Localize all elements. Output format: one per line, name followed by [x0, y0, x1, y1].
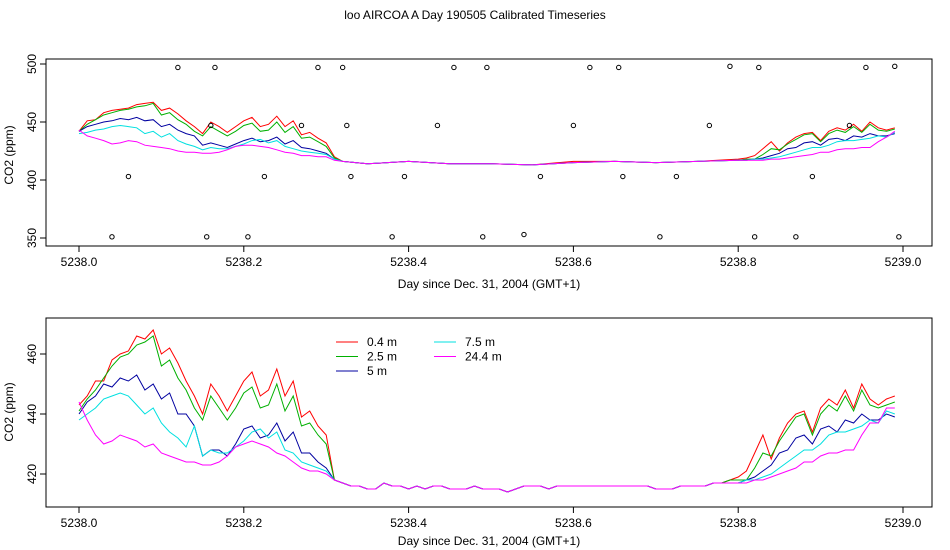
series-line-1: [78, 102, 895, 166]
flag-point: [484, 64, 490, 71]
bottom-plot-frame: [45, 317, 933, 508]
series-line-2: [78, 116, 895, 166]
flag-point: [109, 234, 115, 240]
flag-point: [261, 173, 268, 180]
flag-point: [298, 122, 305, 129]
legend-label: 5 m: [367, 364, 387, 378]
y-tick-label: 500: [25, 54, 39, 74]
flag-point: [706, 122, 713, 129]
top-x-axis: 5238.0 5238.2 5238.4 5238.6 5238.8 5239.0: [61, 246, 922, 269]
x-tick-label: 5239.0: [885, 516, 922, 530]
flag-point: [434, 122, 441, 129]
top-y-axis: 350 400 450 500: [25, 54, 46, 248]
bottom-y-axis-label: CO2 (ppm): [2, 382, 16, 441]
series-line-4: [78, 129, 896, 166]
x-tick-label: 5238.2: [225, 255, 262, 269]
flag-point: [348, 173, 354, 180]
flag-point: [480, 234, 486, 240]
flag-point: [344, 122, 350, 129]
flag-point: [212, 64, 218, 71]
series-line-2: [78, 374, 895, 493]
legend-label: 2.5 m: [367, 350, 397, 364]
flag-point: [401, 173, 408, 180]
top-y-axis-label: CO2 (ppm): [2, 125, 16, 184]
flag-point: [175, 64, 181, 71]
flag-point: [125, 173, 132, 180]
flag-point: [756, 64, 762, 71]
flag-point: [673, 173, 680, 180]
bottom-series-group: [78, 329, 895, 493]
y-tick-label: 460: [25, 344, 39, 364]
flag-point: [208, 122, 214, 129]
x-tick-label: 5238.6: [555, 255, 592, 269]
y-tick-label: 350: [25, 228, 39, 248]
flag-point: [863, 64, 869, 71]
y-tick-label: 400: [25, 170, 39, 190]
flag-point: [896, 234, 902, 240]
flag-point: [587, 64, 593, 71]
flag-point: [809, 173, 816, 180]
series-line-3: [78, 392, 895, 493]
x-tick-label: 5238.4: [390, 255, 427, 269]
x-tick-label: 5238.0: [61, 516, 98, 530]
x-tick-label: 5238.0: [61, 255, 98, 269]
top-flag-points-group: [109, 63, 902, 240]
flag-point: [657, 234, 663, 240]
flag-point: [339, 64, 346, 71]
flag-point: [727, 63, 733, 70]
top-x-axis-label: Day since Dec. 31, 2004 (GMT+1): [398, 277, 580, 291]
legend-label: 0.4 m: [367, 335, 397, 349]
flag-point: [793, 234, 799, 240]
figure-title: loo AIRCOA A Day 190505 Calibrated Times…: [344, 8, 606, 22]
flag-point: [537, 173, 544, 180]
flag-point: [620, 173, 626, 180]
flag-point: [521, 231, 527, 238]
legend-label: 24.4 m: [465, 350, 502, 364]
bottom-panel: 5238.0 5238.2 5238.4 5238.6 5238.8 5239.0 420…: [2, 317, 933, 548]
series-line-4: [78, 401, 895, 493]
flag-point: [846, 122, 853, 129]
y-tick-label: 440: [25, 404, 39, 424]
flag-point: [892, 63, 898, 70]
bottom-x-axis: 5238.0 5238.2 5238.4 5238.6 5238.8 5239.0: [61, 507, 922, 530]
legend-label: 7.5 m: [465, 335, 495, 349]
flag-point: [751, 234, 758, 240]
flag-point: [315, 64, 321, 71]
series-line-0: [78, 101, 895, 166]
x-tick-label: 5238.8: [720, 516, 757, 530]
top-panel: 5238.0 5238.2 5238.4 5238.6 5238.8 5239.0 350…: [2, 54, 933, 291]
series-line-3: [78, 124, 896, 166]
y-tick-label: 420: [25, 464, 39, 484]
bottom-x-axis-label: Day since Dec. 31, 2004 (GMT+1): [398, 534, 580, 548]
flag-point: [389, 234, 395, 240]
flag-point: [616, 64, 622, 71]
top-plot-frame: [45, 58, 933, 247]
x-tick-label: 5238.4: [390, 516, 427, 530]
flag-point: [451, 64, 457, 71]
x-tick-label: 5239.0: [885, 255, 922, 269]
flag-point: [245, 234, 251, 240]
flag-point: [204, 234, 210, 240]
bottom-y-axis: 420 440 460: [25, 344, 46, 484]
flag-point: [570, 122, 577, 129]
y-tick-label: 450: [25, 112, 39, 132]
x-tick-label: 5238.8: [720, 255, 757, 269]
top-series-group: [78, 101, 896, 166]
x-tick-label: 5238.6: [555, 516, 592, 530]
legend: 0.4 m2.5 m5 m 7.5 m24.4 m: [336, 335, 502, 378]
x-tick-label: 5238.2: [225, 516, 262, 530]
